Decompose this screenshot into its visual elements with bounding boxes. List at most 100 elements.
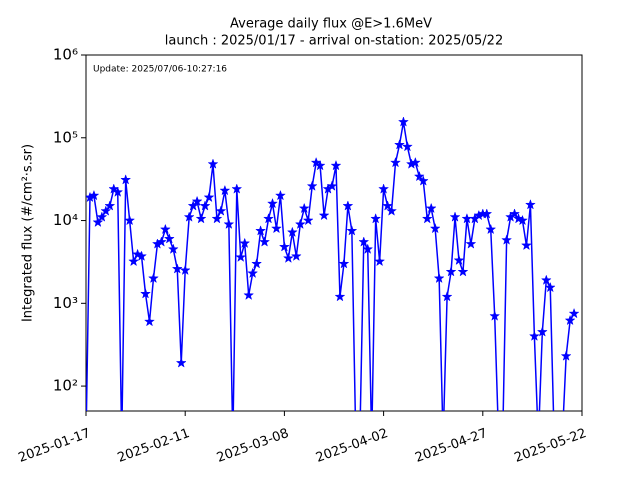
- plot-frame: [85, 54, 583, 412]
- data-point: [211, 213, 223, 224]
- data-point: [314, 159, 326, 171]
- data-point: [219, 184, 231, 196]
- data-point: [199, 200, 211, 211]
- data-point: [88, 189, 100, 201]
- data-point: [318, 209, 330, 221]
- data-point: [223, 218, 235, 229]
- data-point: [120, 174, 132, 185]
- data-point: [263, 213, 275, 224]
- data-point: [286, 226, 298, 238]
- data-point: [92, 216, 104, 228]
- data-point: [112, 186, 124, 197]
- data-point: [282, 252, 294, 263]
- data-point: [520, 239, 532, 251]
- data-point: [290, 250, 302, 261]
- data-point: [294, 218, 306, 229]
- data-point: [528, 330, 540, 341]
- data-point: [298, 202, 310, 214]
- data-point: [163, 233, 175, 244]
- data-point: [251, 258, 263, 269]
- data-point: [191, 195, 203, 207]
- data-point: [231, 183, 243, 194]
- data-point: [481, 208, 493, 219]
- data-point: [247, 267, 259, 279]
- y-axis-label: Integrated flux (#/cm²·s.sr): [21, 144, 36, 322]
- data-point: [306, 180, 318, 191]
- data-point: [195, 213, 207, 224]
- data-point: [346, 225, 358, 236]
- data-point: [100, 205, 112, 216]
- data-point: [524, 199, 536, 210]
- data-point: [136, 250, 148, 261]
- data-point: [278, 241, 290, 252]
- data-point: [155, 236, 167, 247]
- data-point: [393, 139, 405, 150]
- data-point: [457, 266, 469, 277]
- data-point: [560, 350, 572, 361]
- data-point: [235, 251, 247, 262]
- data-point: [509, 208, 521, 219]
- data-point: [259, 236, 271, 247]
- data-point: [489, 310, 501, 321]
- data-point: [540, 274, 552, 285]
- data-point: [386, 205, 398, 216]
- data-point: [544, 281, 556, 293]
- data-point: [183, 211, 195, 222]
- data-point: [433, 272, 445, 284]
- data-point: [175, 357, 187, 368]
- data-point: [564, 314, 576, 326]
- annotation: Update: 2025/07/06-10:27:16: [93, 65, 227, 75]
- data-point: [374, 255, 386, 267]
- data-point: [413, 170, 425, 182]
- data-point: [239, 237, 251, 249]
- data-point: [144, 315, 155, 327]
- data-point: [302, 214, 314, 226]
- data-point: [326, 180, 338, 191]
- data-point: [179, 264, 191, 276]
- data-point: [171, 263, 183, 274]
- data-point: [124, 214, 136, 226]
- data-point: [330, 159, 342, 171]
- data-point: [409, 156, 421, 168]
- data-point: [501, 234, 513, 245]
- data-point: [147, 272, 159, 284]
- data-point: [274, 189, 286, 201]
- data-point: [453, 254, 465, 266]
- y-tick-label: 10³: [53, 294, 78, 312]
- data-point: [390, 156, 401, 168]
- data-point: [441, 290, 453, 302]
- y-tick-label: 10⁶: [53, 46, 78, 64]
- data-point: [215, 205, 227, 216]
- data-point: [465, 238, 477, 249]
- chart-title: Average daily flux @E>1.6MeV: [230, 17, 432, 32]
- data-point: [267, 197, 278, 209]
- data-point: [362, 243, 374, 254]
- data-point: [378, 183, 390, 194]
- data-point: [140, 288, 152, 299]
- data-point: [358, 236, 370, 247]
- data-point: [187, 200, 199, 211]
- data-point: [203, 191, 215, 203]
- y-tick-label: 10⁴: [53, 211, 78, 229]
- data-point: [425, 202, 437, 214]
- data-point: [449, 211, 461, 222]
- plot-area: [86, 116, 580, 411]
- data-point: [104, 200, 116, 211]
- data-point: [96, 211, 108, 222]
- data-point: [270, 222, 282, 234]
- data-point: [516, 214, 528, 226]
- data-point: [255, 225, 267, 236]
- data-point: [382, 200, 394, 211]
- y-tick-label: 10⁵: [53, 128, 78, 146]
- data-point: [445, 266, 457, 277]
- data-point: [421, 213, 433, 224]
- data-point: [401, 140, 413, 152]
- chart-subtitle: launch : 2025/01/17 - arrival on-station…: [165, 34, 503, 49]
- data-point: [342, 200, 354, 211]
- data-point: [338, 258, 350, 269]
- data-point: [243, 289, 255, 300]
- y-tick-label: 10²: [53, 377, 78, 395]
- data-point: [159, 223, 171, 235]
